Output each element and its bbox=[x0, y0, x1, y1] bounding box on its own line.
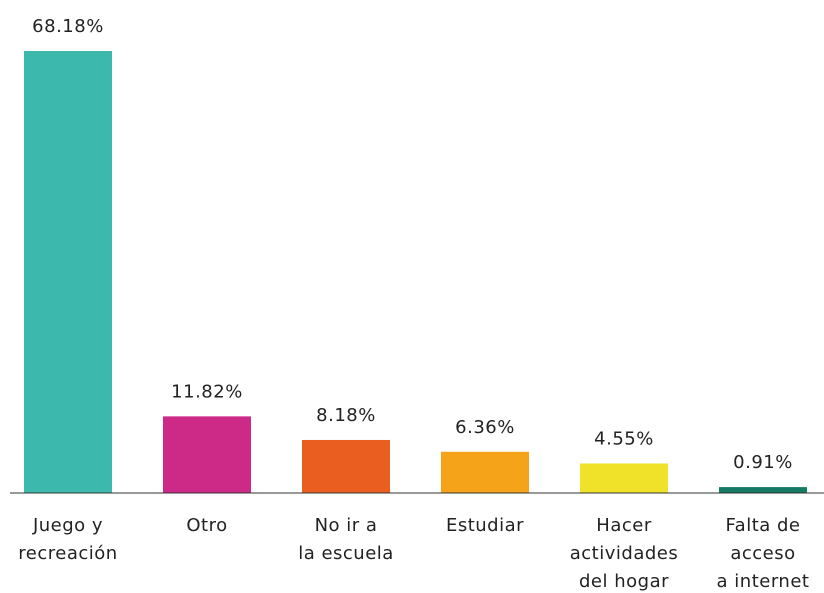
category-label: del hogar bbox=[579, 571, 669, 592]
bar bbox=[24, 51, 112, 493]
value-label: 8.18% bbox=[316, 405, 376, 426]
category-label: No ir a bbox=[315, 515, 378, 536]
bar bbox=[441, 451, 529, 493]
value-label: 0.91% bbox=[733, 452, 793, 473]
category-label: Hacer bbox=[596, 515, 652, 536]
bar bbox=[580, 463, 668, 493]
category-label: a internet bbox=[717, 571, 810, 592]
bar bbox=[163, 416, 251, 493]
value-label: 4.55% bbox=[594, 429, 654, 450]
category-label: actividades bbox=[570, 543, 678, 564]
category-label: Juego y bbox=[32, 515, 103, 536]
category-label: recreación bbox=[18, 543, 117, 564]
category-label: acceso bbox=[730, 543, 795, 564]
category-label: Falta de bbox=[725, 515, 800, 536]
value-label: 6.36% bbox=[455, 417, 515, 438]
bar bbox=[719, 487, 807, 493]
value-label: 68.18% bbox=[32, 16, 104, 37]
value-label: 11.82% bbox=[171, 381, 243, 402]
category-label: Otro bbox=[186, 515, 227, 536]
bar bbox=[302, 439, 390, 493]
category-label: la escuela bbox=[298, 543, 394, 564]
category-label: Estudiar bbox=[446, 515, 524, 536]
